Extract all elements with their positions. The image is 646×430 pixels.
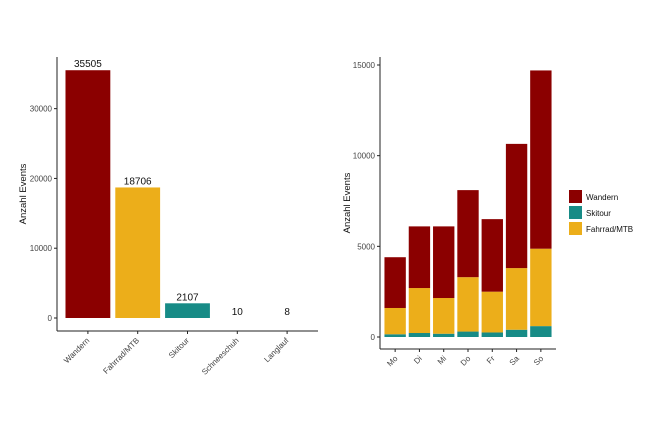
events-by-activity-chart: 0 10000 20000 30000 Anzahl Events 35505 Wander… — [18, 57, 318, 377]
data-label-wandern: 35505 — [74, 59, 102, 70]
bar-skitour — [165, 303, 210, 318]
x-tick-label-skitour: Skitour — [167, 336, 191, 360]
data-label-skitour: 2107 — [176, 292, 199, 303]
data-label-langlauf: 8 — [284, 307, 290, 318]
x-tick-label-mo: Mo — [385, 354, 400, 369]
y-tick-label: 15000 — [353, 61, 376, 70]
y-tick-label: 10000 — [30, 244, 53, 253]
bar-di-wandern — [408, 226, 431, 289]
bar-fr-skitour — [481, 332, 503, 337]
legend-label-fahrrad-mtb: Fahrrad/MTB — [586, 225, 633, 234]
bar-mo-wandern — [384, 257, 406, 308]
x-tick-label-mi: Mi — [436, 354, 448, 366]
bar-sa-wandern — [505, 143, 528, 269]
x-tick-label-fr: Fr — [485, 354, 497, 366]
bar-do-wandern — [457, 190, 479, 278]
bar-mo-skitour — [384, 334, 406, 337]
bar-so-wandern — [530, 70, 552, 249]
bar-di-skitour — [408, 333, 431, 337]
x-tick-label-di: Di — [412, 354, 424, 366]
bar-mo-fahrrad-mtb — [384, 307, 406, 335]
data-label-schneeschuh: 10 — [232, 307, 244, 318]
y-tick-label: 20000 — [30, 174, 53, 183]
legend: Wandern Skitour Fahrrad/MTB — [569, 190, 633, 235]
bar-fr-fahrrad-mtb — [481, 291, 503, 333]
legend-swatch-wandern — [569, 190, 582, 203]
bar-sa-skitour — [505, 329, 528, 337]
bar-do-skitour — [457, 331, 479, 337]
y-tick-label: 0 — [48, 314, 53, 323]
x-tick-label-fahrrad-mtb: Fahrrad/MTB — [101, 336, 141, 376]
data-label-fahrrad-mtb: 18706 — [124, 176, 152, 187]
x-tick-label-schneeschuh: Schneeschuh — [200, 336, 241, 377]
bar-di-fahrrad-mtb — [408, 288, 431, 334]
bar-do-fahrrad-mtb — [457, 277, 479, 332]
bar-mi-skitour — [433, 333, 455, 337]
events-by-weekday-chart: 0 5000 10000 15000 Anzahl Events Mo Di Mi Do Fr Sa… — [342, 57, 633, 368]
bar-wandern — [65, 70, 111, 319]
bar-fr-wandern — [481, 219, 503, 292]
x-tick-label-do: Do — [459, 354, 473, 368]
y-tick-label: 10000 — [353, 152, 376, 161]
bar-so-fahrrad-mtb — [530, 248, 552, 327]
y-tick-label: 0 — [371, 333, 376, 342]
bar-so-skitour — [530, 326, 552, 337]
legend-label-wandern: Wandern — [586, 193, 618, 202]
y-axis-title: Anzahl Events — [342, 172, 353, 233]
bar-fahrrad-mtb — [115, 187, 161, 318]
bar-mi-fahrrad-mtb — [433, 298, 455, 334]
bar-sa-fahrrad-mtb — [505, 268, 528, 330]
x-tick-label-langlauf: Langlauf — [262, 336, 291, 365]
y-axis-title: Anzahl Events — [18, 163, 29, 224]
x-tick-label-sa: Sa — [508, 354, 522, 368]
legend-swatch-skitour — [569, 206, 582, 219]
x-tick-label-so: So — [532, 354, 546, 368]
bar-mi-wandern — [433, 226, 455, 299]
y-tick-label: 30000 — [30, 105, 53, 114]
y-tick-label: 5000 — [357, 242, 375, 251]
legend-swatch-fahrrad-mtb — [569, 222, 582, 235]
legend-label-skitour: Skitour — [586, 209, 611, 218]
x-tick-label-wandern: Wandern — [62, 336, 91, 365]
